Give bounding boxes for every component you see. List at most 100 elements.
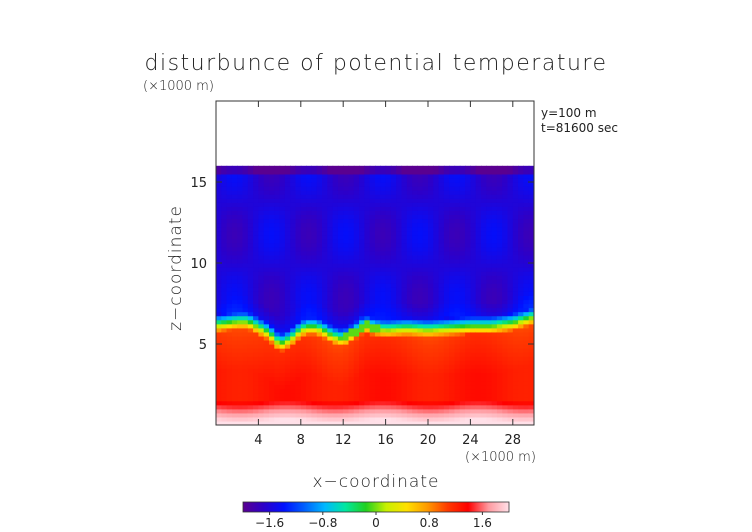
- heatmap-cell: [491, 404, 498, 410]
- heatmap-cell: [375, 408, 381, 414]
- heatmap-cell: [327, 210, 334, 215]
- heatmap-cell: [284, 263, 291, 268]
- heatmap-cell: [216, 279, 222, 284]
- heatmap-cell: [332, 194, 339, 199]
- heatmap-cell: [322, 352, 328, 357]
- heatmap-cell: [237, 254, 244, 260]
- heatmap-cell: [247, 323, 254, 329]
- heatmap-cell: [438, 242, 445, 248]
- heatmap-cell: [428, 303, 434, 309]
- heatmap-cell: [375, 271, 381, 276]
- heatmap-cell: [512, 408, 519, 414]
- heatmap-cell: [512, 307, 519, 313]
- heatmap-cell: [390, 376, 397, 382]
- heatmap-cell: [417, 222, 424, 228]
- heatmap-cell: [337, 186, 344, 191]
- heatmap-cell: [481, 250, 487, 256]
- heatmap-cell: [523, 380, 530, 386]
- heatmap-cell: [528, 408, 534, 414]
- heatmap-cell: [242, 364, 249, 369]
- heatmap-cell: [369, 173, 376, 179]
- heatmap-cell: [528, 194, 534, 199]
- heatmap-cell: [465, 214, 471, 220]
- heatmap-cell: [523, 376, 530, 382]
- heatmap-cell: [507, 182, 514, 187]
- heatmap-cell: [353, 279, 360, 284]
- heatmap-cell: [390, 356, 397, 361]
- heatmap-cell: [422, 202, 429, 207]
- heatmap-cell: [237, 173, 244, 179]
- heatmap-cell: [475, 368, 482, 373]
- heatmap-cell: [449, 226, 456, 232]
- heatmap-cell: [491, 222, 498, 228]
- heatmap-cell: [290, 210, 297, 215]
- heatmap-cell: [231, 319, 238, 325]
- heatmap-cell: [253, 258, 259, 264]
- heatmap-cell: [470, 384, 477, 390]
- heatmap-cell: [306, 258, 312, 264]
- heatmap-cell: [481, 352, 487, 357]
- heatmap-cell: [528, 169, 534, 175]
- heatmap-cell: [242, 250, 249, 256]
- heatmap-cell: [518, 311, 524, 317]
- heatmap-cell: [279, 408, 286, 414]
- heatmap-cell: [396, 380, 403, 386]
- heatmap-cell: [375, 234, 381, 240]
- heatmap-cell: [449, 291, 456, 296]
- heatmap-cell: [385, 267, 392, 272]
- heatmap-cell: [486, 202, 493, 207]
- heatmap-cell: [486, 311, 493, 317]
- heatmap-cell: [486, 250, 493, 256]
- heatmap-cell: [221, 206, 228, 211]
- heatmap-cell: [523, 177, 530, 183]
- heatmap-cell: [518, 254, 524, 260]
- heatmap-cell: [263, 388, 270, 394]
- heatmap-cell: [502, 165, 509, 171]
- heatmap-cell: [231, 182, 238, 187]
- heatmap-cell: [337, 206, 344, 211]
- heatmap-cell: [348, 299, 355, 305]
- heatmap-cell: [290, 311, 297, 317]
- heatmap-cell: [316, 412, 323, 418]
- heatmap-cell: [502, 420, 509, 425]
- heatmap-cell: [337, 384, 344, 390]
- heatmap-cell: [369, 238, 376, 244]
- heatmap-cell: [364, 352, 371, 357]
- heatmap-cell: [348, 234, 355, 240]
- heatmap-cell: [507, 323, 514, 329]
- heatmap-cell: [449, 315, 456, 321]
- heatmap-cell: [475, 165, 482, 171]
- heatmap-cell: [284, 186, 291, 191]
- heatmap-cell: [311, 165, 318, 171]
- heatmap-cell: [290, 420, 297, 425]
- heatmap-cell: [231, 331, 238, 337]
- heatmap-cell: [316, 230, 323, 236]
- heatmap-cell: [253, 206, 259, 211]
- heatmap-cell: [390, 420, 397, 425]
- heatmap-cell: [486, 194, 493, 199]
- heatmap-cell: [428, 283, 434, 288]
- heatmap-cell: [332, 279, 339, 284]
- heatmap-cell: [523, 169, 530, 175]
- heatmap-cell: [226, 214, 233, 220]
- heatmap-cell: [491, 372, 498, 377]
- heatmap-cell: [231, 364, 238, 369]
- heatmap-cell: [502, 400, 509, 406]
- heatmap-cell: [491, 279, 498, 284]
- heatmap-cell: [422, 246, 429, 252]
- heatmap-cell: [337, 388, 344, 394]
- heatmap-cell: [481, 283, 487, 288]
- heatmap-cell: [231, 388, 238, 394]
- heatmap-cell: [253, 315, 259, 321]
- heatmap-cell: [253, 165, 259, 171]
- heatmap-cell: [343, 360, 350, 365]
- heatmap-cell: [401, 299, 408, 305]
- heatmap-cell: [491, 380, 498, 386]
- heatmap-cell: [343, 226, 350, 232]
- heatmap-cell: [502, 372, 509, 377]
- heatmap-cell: [401, 380, 408, 386]
- heatmap-cell: [322, 254, 328, 260]
- heatmap-cell: [502, 364, 509, 369]
- heatmap-cell: [216, 182, 222, 187]
- heatmap-cell: [353, 263, 360, 268]
